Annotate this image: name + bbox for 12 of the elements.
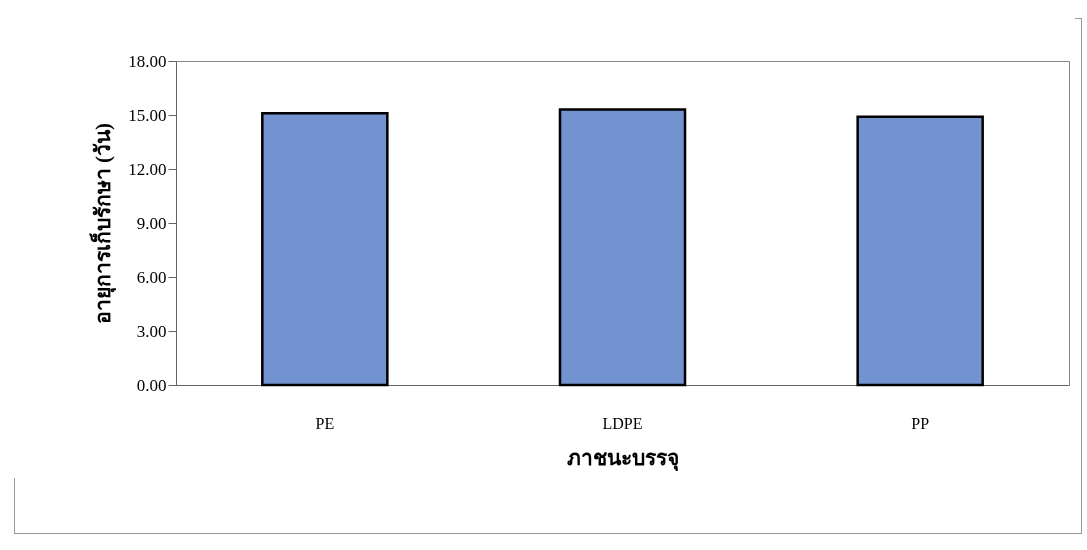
y-tick-label: 9.00 <box>136 213 167 233</box>
x-axis-title: ภาชนะบรรจุ <box>567 445 679 472</box>
x-tick-label: PP <box>911 414 930 432</box>
y-tick-label: 12.00 <box>128 159 167 179</box>
y-axis-title: อายุการเก็บรักษา (วัน) <box>89 122 118 325</box>
y-tick-label: 6.00 <box>136 267 167 287</box>
y-tick-label: 0.00 <box>136 375 167 395</box>
x-tick-label: LDPE <box>602 414 643 432</box>
x-tick-label: PE <box>315 414 335 432</box>
y-tick-label: 18.00 <box>128 51 167 71</box>
y-tick-label: 15.00 <box>128 105 167 125</box>
y-tick-label: 3.00 <box>136 321 167 341</box>
